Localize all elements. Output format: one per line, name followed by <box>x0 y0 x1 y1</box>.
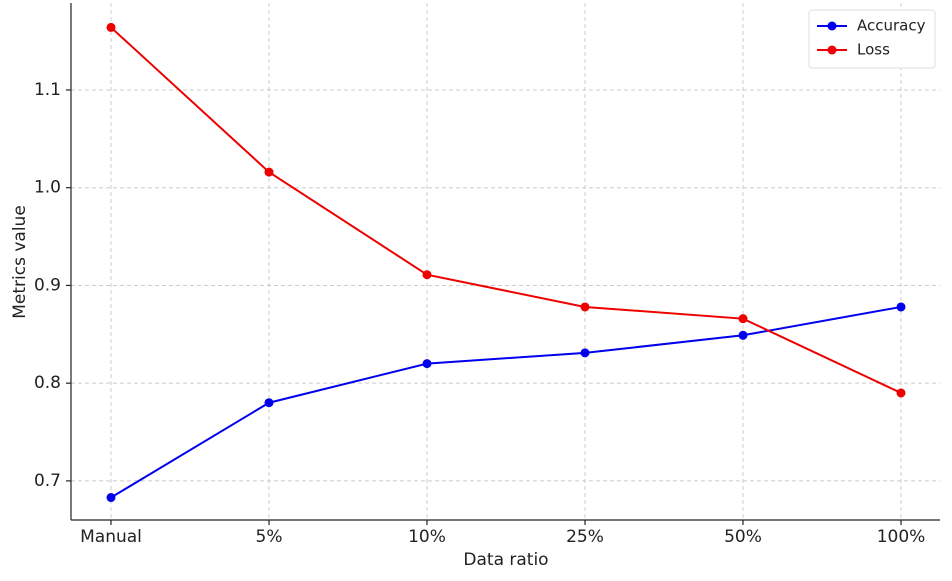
y-tick-label: 1.1 <box>34 80 61 100</box>
y-tick-label: 0.8 <box>34 373 61 393</box>
data-point <box>896 302 906 312</box>
legend-marker <box>827 45 837 55</box>
x-tick-label: 5% <box>256 527 283 547</box>
line-series <box>110 26 902 394</box>
data-point <box>580 302 590 312</box>
y-tick-label: 0.7 <box>34 471 61 491</box>
y-tick-label: 1.0 <box>34 178 61 198</box>
x-tick-label: 100% <box>877 527 926 547</box>
y-axis-label: Metrics value <box>10 205 30 319</box>
data-point <box>106 22 116 32</box>
line-series <box>110 305 902 499</box>
data-point <box>896 388 906 398</box>
legend-marker <box>827 21 837 31</box>
x-axis-label: Data ratio <box>463 550 548 570</box>
legend-label: Loss <box>857 41 890 59</box>
data-point <box>264 398 274 408</box>
legend-label: Accuracy <box>857 17 926 35</box>
x-tick-label: 25% <box>566 527 604 547</box>
data-point <box>422 270 432 280</box>
data-point <box>264 167 274 177</box>
data-point <box>422 359 432 369</box>
data-point <box>738 314 748 324</box>
x-tick-label: 50% <box>724 527 762 547</box>
x-tick-label: 10% <box>408 527 446 547</box>
data-point <box>738 330 748 340</box>
data-point <box>580 348 590 358</box>
data-point <box>106 493 116 503</box>
x-tick-label: Manual <box>80 527 142 547</box>
legend-box <box>808 9 936 69</box>
y-tick-label: 0.9 <box>34 275 61 295</box>
